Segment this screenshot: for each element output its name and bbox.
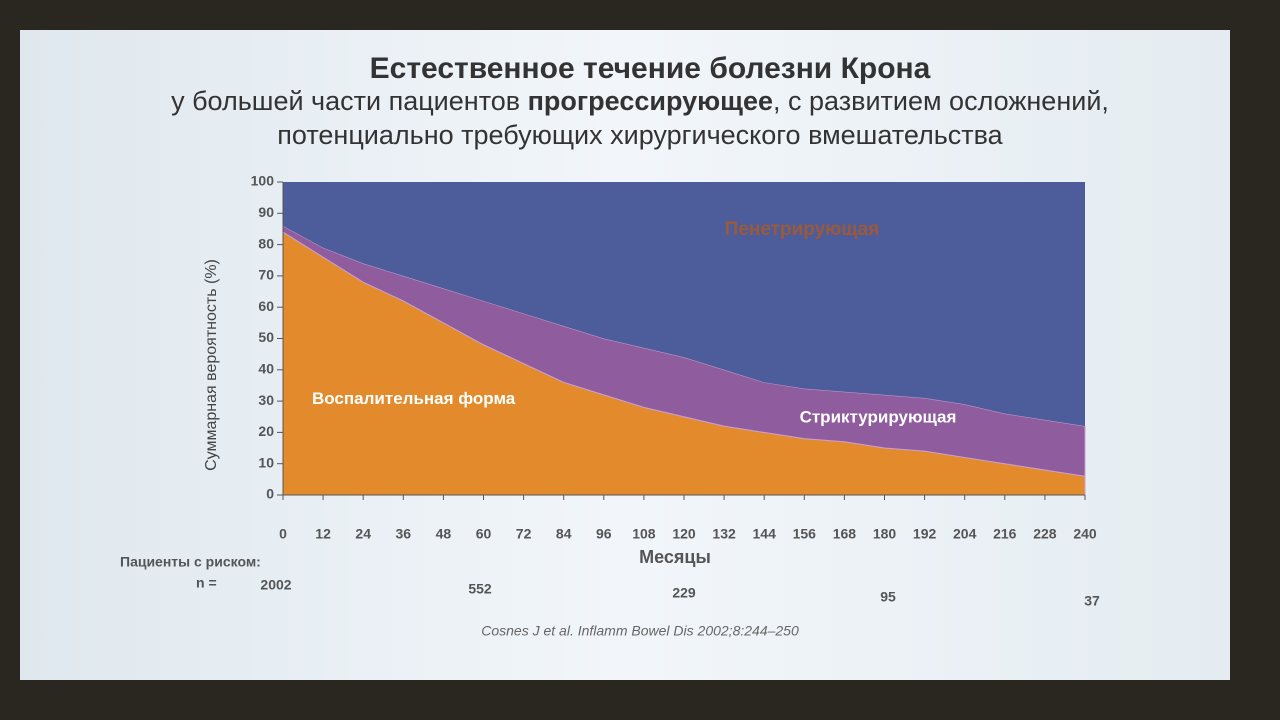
x-tick-label: 72	[516, 526, 532, 542]
x-tick-label: 36	[396, 526, 412, 542]
at-risk-value: 2002	[260, 577, 291, 593]
x-tick-label: 12	[315, 526, 331, 542]
series-label: Воспалительная форма	[312, 389, 516, 408]
x-tick-label: 192	[913, 526, 937, 542]
subtitle-bold: прогрессирующее	[527, 86, 773, 116]
y-axis-label: Суммарная вероятность (%)	[203, 259, 220, 471]
x-tick-label: 60	[476, 526, 492, 542]
y-tick-label: 90	[258, 204, 274, 220]
title: Естественное течение болезни Крона	[369, 52, 931, 85]
x-tick-label: 144	[753, 526, 777, 542]
area	[283, 182, 1085, 427]
x-tick-label: 156	[793, 526, 817, 542]
y-tick-label: 50	[258, 329, 274, 345]
y-tick-label: 40	[258, 361, 274, 377]
x-axis-label: Месяцы	[639, 547, 711, 567]
x-tick-label: 228	[1033, 526, 1057, 542]
x-tick-label: 132	[712, 526, 736, 542]
x-tick-label: 168	[833, 526, 857, 542]
series-label: Пенетрирующая	[725, 219, 880, 240]
x-tick-label: 24	[355, 526, 371, 542]
y-tick-label: 100	[251, 173, 275, 189]
subtitle: у большей части пациентов прогрессирующе…	[160, 84, 1120, 152]
series-label: Стриктурирующая	[800, 407, 957, 426]
x-tick-label: 216	[993, 526, 1017, 542]
at-risk-value: 229	[672, 585, 696, 601]
y-tick-label: 10	[258, 454, 274, 470]
y-tick-label: 70	[258, 267, 274, 283]
y-tick-label: 80	[258, 235, 274, 251]
y-tick-label: 20	[258, 423, 274, 439]
y-tick-label: 30	[258, 392, 274, 408]
y-tick-label: 0	[266, 486, 274, 502]
y-tick-label: 60	[258, 298, 274, 314]
at-risk-label: Пациенты с риском:	[120, 554, 261, 570]
at-risk-value: 552	[468, 581, 492, 597]
x-tick-label: 84	[556, 526, 572, 542]
x-tick-label: 48	[436, 526, 452, 542]
at-risk-value: 37	[1084, 593, 1100, 609]
x-tick-label: 96	[596, 526, 612, 542]
x-tick-label: 120	[672, 526, 696, 542]
at-risk-n: n =	[196, 575, 217, 591]
source: Cosnes J et al. Inflamm Bowel Dis 2002;8…	[481, 623, 799, 639]
subtitle-part: у большей части пациентов	[171, 86, 528, 116]
at-risk-value: 95	[880, 589, 896, 605]
x-tick-label: 108	[632, 526, 656, 542]
subtitle-part: , с развитием осложнений, потенциально т…	[277, 86, 1109, 150]
x-tick-label: 204	[953, 526, 977, 542]
x-tick-label: 0	[279, 526, 287, 542]
x-tick-label: 240	[1073, 526, 1097, 542]
x-tick-label: 180	[873, 526, 897, 542]
